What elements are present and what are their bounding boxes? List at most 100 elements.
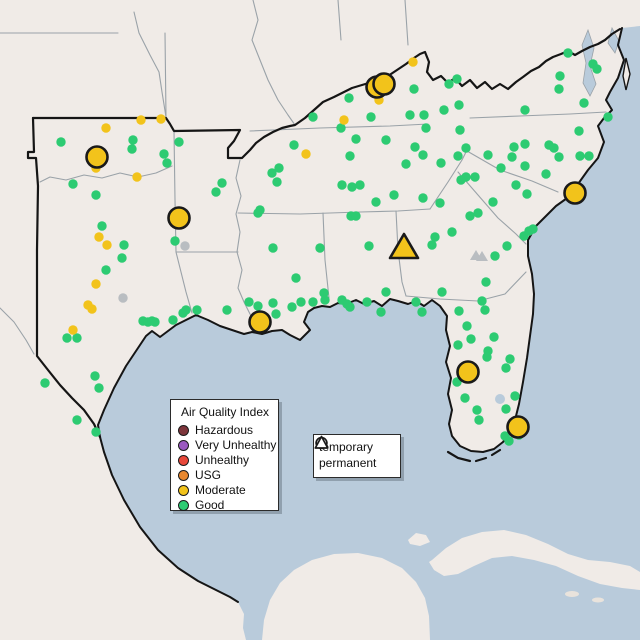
station-dot xyxy=(381,135,391,145)
station-markers xyxy=(40,48,613,446)
moderate-swatch-icon xyxy=(178,484,189,496)
station-dot xyxy=(97,221,107,231)
coastline xyxy=(97,27,625,603)
station-dot xyxy=(136,115,146,125)
station-dot xyxy=(181,305,191,315)
station-small-triangle xyxy=(476,251,488,261)
station-dot xyxy=(320,295,330,305)
station-dot xyxy=(574,126,584,136)
station-dot xyxy=(462,321,472,331)
temporary-station-marker xyxy=(372,72,396,96)
station-dot xyxy=(473,208,483,218)
station-dot xyxy=(405,110,415,120)
station-dot xyxy=(389,190,399,200)
station-type-legend: temporary permanent xyxy=(313,434,401,478)
station-dot xyxy=(453,340,463,350)
station-dot xyxy=(168,315,178,325)
station-dot xyxy=(461,143,471,153)
temporary-station-marker xyxy=(85,145,109,169)
barrier-island xyxy=(622,57,631,91)
aqi-legend: Air Quality Index Hazardous Very Unhealt… xyxy=(170,399,279,512)
station-dot xyxy=(68,179,78,189)
station-dot xyxy=(211,187,221,197)
hazardous-swatch-icon xyxy=(178,424,189,436)
legend-item-usg: USG xyxy=(178,468,272,482)
very-unhealthy-swatch-icon xyxy=(178,439,189,451)
station-dot xyxy=(376,307,386,317)
aqi-legend-title: Air Quality Index xyxy=(180,405,270,419)
station-dot xyxy=(575,151,585,161)
station-dot xyxy=(217,178,227,188)
station-dot xyxy=(222,305,232,315)
legend-item-very-unhealthy: Very Unhealthy xyxy=(178,438,276,452)
station-dot xyxy=(418,193,428,203)
station-dot xyxy=(156,114,166,124)
legend-item-label: Unhealthy xyxy=(195,453,250,467)
station-dot xyxy=(253,301,263,311)
station-dot xyxy=(455,125,465,135)
state-borders xyxy=(0,0,607,355)
station-dot xyxy=(465,211,475,221)
station-dot xyxy=(274,163,284,173)
station-dot xyxy=(437,287,447,297)
station-dot xyxy=(56,137,66,147)
station-dot xyxy=(344,93,354,103)
station-dot xyxy=(417,307,427,317)
legend-item-hazardous: Hazardous xyxy=(178,423,272,437)
station-dot xyxy=(91,279,101,289)
good-swatch-icon xyxy=(178,499,189,511)
station-dot xyxy=(244,297,254,307)
region-boundary xyxy=(26,27,622,439)
station-dot xyxy=(554,152,564,162)
station-dot xyxy=(128,135,138,145)
station-dot xyxy=(447,227,457,237)
station-dot xyxy=(308,112,318,122)
station-dot xyxy=(436,158,446,168)
station-dot xyxy=(501,404,511,414)
station-dot xyxy=(91,427,101,437)
station-dot xyxy=(159,149,169,159)
station-dot xyxy=(94,232,104,242)
usg-swatch-icon xyxy=(178,469,189,481)
station-dot xyxy=(72,415,82,425)
station-dot xyxy=(482,352,492,362)
station-dot xyxy=(87,304,97,314)
station-dot xyxy=(488,197,498,207)
station-dot xyxy=(507,152,517,162)
legend-item-label: Very Unhealthy xyxy=(195,438,277,452)
station-dot xyxy=(502,241,512,251)
land-bahama-islet xyxy=(565,591,579,597)
station-dot xyxy=(174,137,184,147)
station-dot xyxy=(456,175,466,185)
station-dot xyxy=(351,211,361,221)
station-dot xyxy=(477,296,487,306)
station-dot xyxy=(460,393,470,403)
station-dot xyxy=(339,115,349,125)
station-dot xyxy=(444,79,454,89)
station-dot xyxy=(603,112,613,122)
station-dot xyxy=(509,142,519,152)
station-dot xyxy=(170,236,180,246)
station-dot xyxy=(291,273,301,283)
station-dot xyxy=(127,144,137,154)
station-dot xyxy=(452,74,462,84)
station-dot xyxy=(563,48,573,58)
temporary-station-marker xyxy=(506,415,530,439)
station-dot xyxy=(119,240,129,250)
station-dot xyxy=(511,180,521,190)
station-dot xyxy=(101,265,111,275)
station-dot xyxy=(410,142,420,152)
legend-item-label: Moderate xyxy=(195,483,246,497)
station-dot xyxy=(419,110,429,120)
station-dot xyxy=(315,243,325,253)
station-dot xyxy=(102,240,112,250)
station-dot xyxy=(579,98,589,108)
land-cuba xyxy=(429,530,640,590)
station-dot xyxy=(439,105,449,115)
station-dot xyxy=(472,405,482,415)
station-dot xyxy=(474,415,484,425)
station-dot xyxy=(555,71,565,81)
station-dot xyxy=(510,391,520,401)
